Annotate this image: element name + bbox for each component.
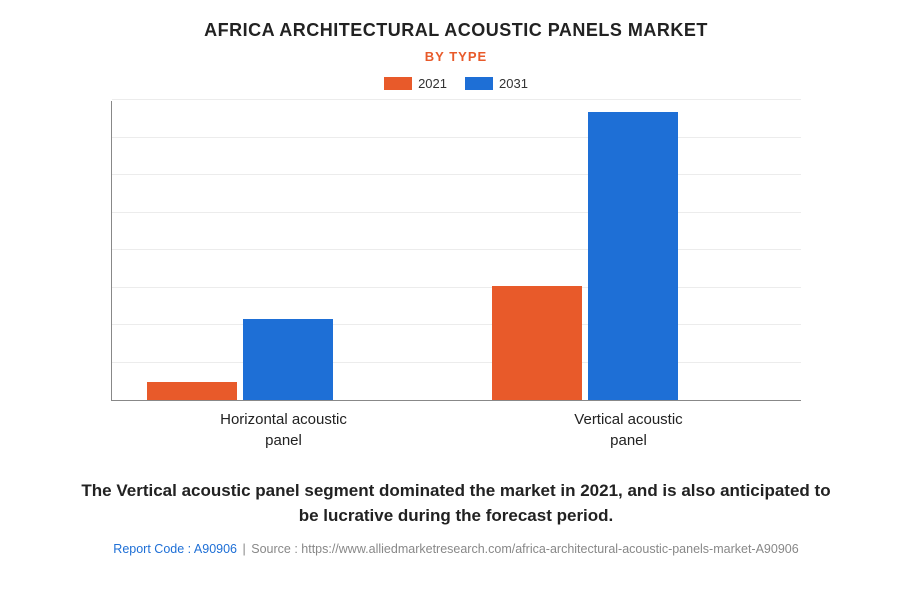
chart-subtitle: BY TYPE	[50, 49, 862, 64]
report-code-label: Report Code :	[113, 542, 194, 556]
gridline	[112, 362, 801, 363]
legend-swatch-2021	[384, 77, 412, 90]
legend-label-2031: 2031	[499, 76, 528, 91]
source-url: https://www.alliedmarketresearch.com/afr…	[301, 542, 798, 556]
report-code: A90906	[194, 542, 237, 556]
x-label-vertical: Vertical acousticpanel	[456, 401, 801, 451]
bar-horizontal-acoustic-panel-2021	[147, 382, 237, 400]
source-label: Source :	[251, 542, 301, 556]
legend-label-2021: 2021	[418, 76, 447, 91]
gridline	[112, 99, 801, 100]
bar-horizontal-acoustic-panel-2031	[243, 319, 333, 400]
gridline	[112, 287, 801, 288]
chart-title: AFRICA ARCHITECTURAL ACOUSTIC PANELS MAR…	[50, 20, 862, 41]
bar-vertical-acoustic-panel-2021	[492, 286, 582, 400]
x-axis-labels: Horizontal acousticpanel Vertical acoust…	[111, 401, 801, 451]
gridline	[112, 137, 801, 138]
legend-item-2021: 2021	[384, 76, 447, 91]
legend: 2021 2031	[50, 76, 862, 91]
footer-separator: |	[243, 542, 246, 556]
footer: Report Code : A90906 | Source : https://…	[50, 542, 862, 556]
bar-vertical-acoustic-panel-2031	[588, 112, 678, 400]
gridline	[112, 212, 801, 213]
x-label-horizontal: Horizontal acousticpanel	[111, 401, 456, 451]
legend-swatch-2031	[465, 77, 493, 90]
gridline	[112, 174, 801, 175]
plot-area	[112, 101, 801, 400]
gridline	[112, 324, 801, 325]
gridline	[112, 249, 801, 250]
chart-area	[111, 101, 801, 401]
legend-item-2031: 2031	[465, 76, 528, 91]
caption: The Vertical acoustic panel segment domi…	[50, 479, 862, 528]
